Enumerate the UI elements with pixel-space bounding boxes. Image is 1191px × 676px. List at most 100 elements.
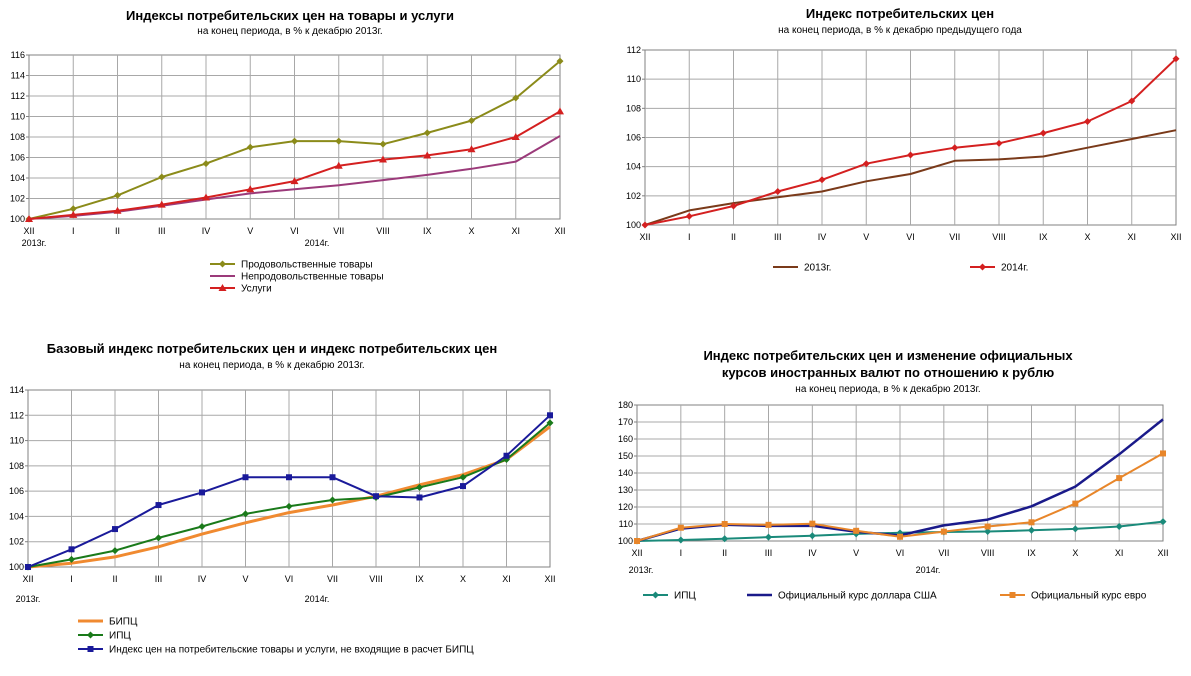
x-tick-label: V bbox=[242, 574, 248, 584]
data-point bbox=[25, 215, 33, 222]
data-point bbox=[246, 143, 254, 151]
y-tick-label: 112 bbox=[11, 91, 25, 101]
legend-marker bbox=[1009, 592, 1016, 598]
x-tick-label: X bbox=[1084, 232, 1090, 242]
legend: БИПЦ ИПЦ Индекс цен на потребительские тов… bbox=[78, 617, 474, 656]
x-tick-label: IX bbox=[1027, 548, 1036, 558]
x-tick-label: X bbox=[468, 226, 474, 236]
series-2 bbox=[25, 107, 564, 222]
legend-label: Официальный курс доллара США bbox=[778, 590, 937, 602]
data-point bbox=[291, 137, 298, 145]
legend-item: 2013г. bbox=[773, 263, 831, 274]
data-point bbox=[853, 527, 860, 534]
y-tick-label: 108 bbox=[626, 103, 641, 113]
y-tick-label: 140 bbox=[618, 468, 633, 478]
data-point bbox=[1072, 500, 1079, 507]
data-point bbox=[373, 493, 379, 500]
legend-item: Непродовольственные товары bbox=[210, 272, 384, 283]
data-point bbox=[68, 546, 75, 553]
y-tick-label: 104 bbox=[10, 173, 25, 183]
data-point bbox=[1128, 97, 1136, 105]
data-point bbox=[1028, 519, 1035, 526]
data-point bbox=[334, 161, 343, 169]
data-point bbox=[459, 473, 467, 481]
x-tick-label: VII bbox=[938, 548, 949, 558]
data-point bbox=[808, 532, 816, 540]
data-point bbox=[641, 221, 649, 229]
x-tick-label: X bbox=[460, 574, 466, 584]
data-point bbox=[416, 483, 423, 491]
data-point bbox=[721, 521, 728, 527]
legend-label: ИПЦ bbox=[109, 631, 131, 642]
chart-title-line-1: Индекс потребительских цен и изменение о… bbox=[703, 348, 1073, 363]
data-point bbox=[111, 547, 119, 555]
x-tick-label: XII bbox=[639, 232, 650, 242]
legend-label: БИПЦ bbox=[109, 617, 138, 628]
x-tick-label: IX bbox=[423, 226, 432, 236]
legend-item: Индекс цен на потребительские товары и у… bbox=[78, 644, 474, 656]
data-point bbox=[940, 528, 947, 535]
x-tick-label: II bbox=[731, 232, 736, 242]
data-point bbox=[862, 160, 870, 168]
x-tick-label: VI bbox=[906, 232, 915, 242]
data-point bbox=[329, 496, 336, 504]
x-tick-label: XII bbox=[554, 226, 565, 236]
data-point bbox=[556, 107, 564, 115]
x-tick-label: XI bbox=[511, 226, 520, 236]
data-point bbox=[511, 133, 520, 140]
y-tick-label: 112 bbox=[627, 45, 641, 55]
x-tick-label: XII bbox=[631, 548, 642, 558]
series-2 bbox=[25, 412, 553, 570]
data-point bbox=[634, 538, 640, 544]
x-tick-label: I bbox=[72, 226, 75, 236]
x-tick-label: XII bbox=[1170, 232, 1181, 242]
chart-title: Индекс потребительских цен bbox=[806, 6, 994, 21]
data-point bbox=[468, 117, 475, 125]
y-tick-label: 102 bbox=[10, 194, 25, 204]
chart-consumer-price-goods-services: Индексы потребительских цен на товары и … bbox=[10, 8, 566, 295]
legend-marker bbox=[218, 284, 227, 291]
legend-item: ИПЦ bbox=[78, 631, 131, 642]
series-1 bbox=[641, 55, 1180, 229]
y-tick-label: 120 bbox=[618, 502, 633, 512]
x-tick-label: VIII bbox=[369, 574, 383, 584]
y-tick-label: 104 bbox=[626, 162, 641, 172]
data-point bbox=[730, 202, 737, 210]
data-point bbox=[1160, 450, 1166, 457]
x-tick-label: V bbox=[247, 226, 253, 236]
y-tick-label: 100 bbox=[10, 214, 25, 224]
x-tick-label: XII bbox=[23, 226, 34, 236]
y-tick-label: 110 bbox=[627, 74, 641, 84]
legend-marker bbox=[652, 591, 659, 599]
legend-marker bbox=[87, 646, 94, 652]
y-tick-label: 112 bbox=[10, 410, 24, 420]
legend-item: ИПЦ bbox=[643, 591, 696, 602]
data-point bbox=[984, 523, 991, 530]
data-point bbox=[199, 489, 205, 496]
y-tick-label: 170 bbox=[618, 417, 633, 427]
series-0 bbox=[25, 57, 564, 223]
data-point bbox=[677, 524, 684, 531]
legend-label: ИПЦ bbox=[674, 591, 696, 602]
y-tick-label: 116 bbox=[11, 50, 25, 60]
chart-subtitle: на конец периода, в % к декабрю 2013г. bbox=[197, 25, 382, 37]
chart-subtitle: на конец периода, в % к декабрю 2013г. bbox=[179, 359, 364, 371]
chart-title: Индексы потребительских цен на товары и … bbox=[126, 8, 454, 23]
data-point bbox=[198, 523, 206, 531]
data-point bbox=[765, 533, 772, 541]
x-tick-label: II bbox=[112, 574, 117, 584]
legend-label: Услуги bbox=[241, 284, 272, 295]
legend-label: Официальный курс евро bbox=[1031, 590, 1147, 602]
data-point bbox=[995, 139, 1003, 147]
x-tick-label: III bbox=[158, 226, 166, 236]
y-tick-label: 102 bbox=[9, 537, 24, 547]
data-point bbox=[1028, 526, 1035, 534]
chart-cpi-vs-previous-year: Индекс потребительских цен на конец пери… bbox=[626, 6, 1182, 274]
data-point bbox=[1084, 117, 1091, 125]
x-tick-label: VII bbox=[327, 574, 338, 584]
data-point bbox=[546, 419, 554, 427]
y-tick-label: 110 bbox=[10, 436, 24, 446]
y-tick-label: 100 bbox=[618, 536, 633, 546]
legend: Продовольственные товарыНепродовольствен… bbox=[210, 260, 384, 295]
